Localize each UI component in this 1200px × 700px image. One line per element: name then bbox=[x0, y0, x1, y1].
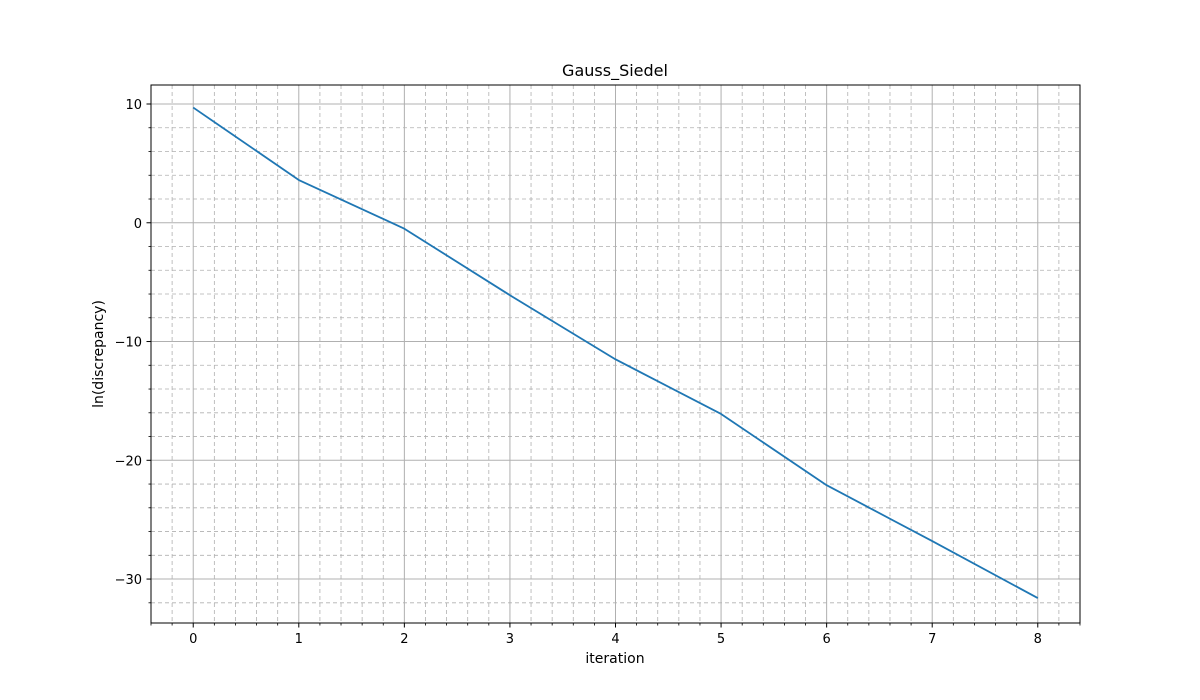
x-tick-label: 8 bbox=[1034, 632, 1042, 647]
y-axis-label: ln(discrepancy) bbox=[91, 300, 107, 408]
series-line bbox=[192, 106, 1039, 599]
x-tick-label: 6 bbox=[822, 632, 830, 647]
chart-title: Gauss_Siedel bbox=[562, 61, 668, 81]
y-tick-label: −20 bbox=[115, 454, 142, 469]
x-axis: 0 1 2 3 4 5 6 7 8 bbox=[150, 623, 1081, 647]
y-axis: −30 −20 −10 0 10 bbox=[115, 98, 151, 604]
series-layer bbox=[192, 106, 1039, 599]
x-tick-label: 4 bbox=[611, 632, 619, 647]
y-tick-label: 0 bbox=[134, 217, 142, 232]
x-tick-label: 2 bbox=[400, 632, 408, 647]
x-tick-label: 3 bbox=[506, 632, 514, 647]
x-tick-label: 0 bbox=[189, 632, 197, 647]
x-tick-label: 7 bbox=[928, 632, 936, 647]
x-tick-label: 5 bbox=[717, 632, 725, 647]
y-tick-label: −10 bbox=[115, 336, 142, 351]
x-tick-label: 1 bbox=[295, 632, 303, 647]
y-tick-label: −30 bbox=[115, 573, 142, 588]
y-tick-label: 10 bbox=[125, 98, 142, 113]
x-axis-label: iteration bbox=[585, 651, 644, 667]
major-grid bbox=[151, 85, 1080, 623]
